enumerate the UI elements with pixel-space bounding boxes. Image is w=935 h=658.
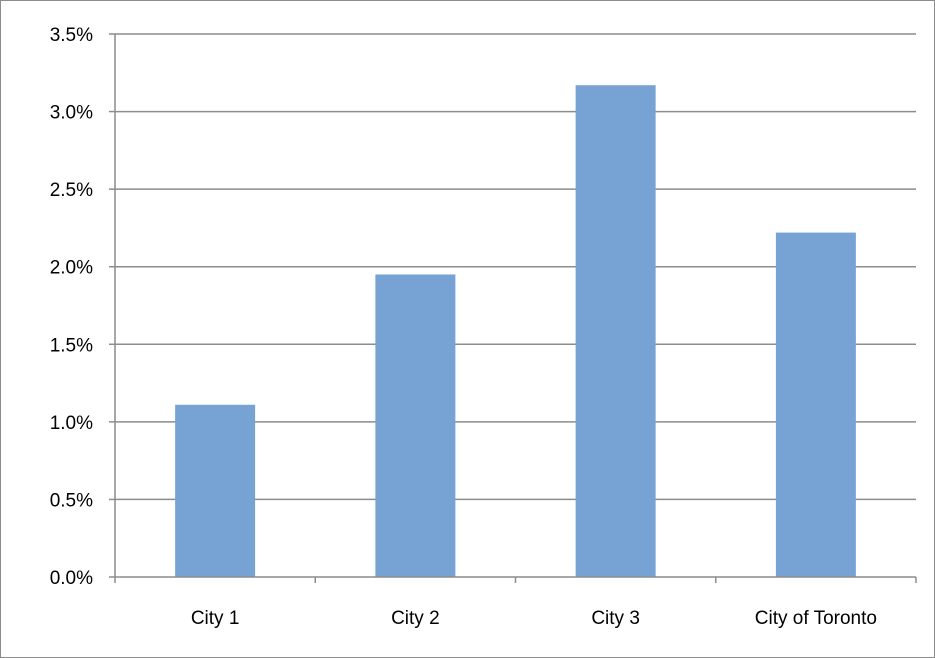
x-tick-label: City 1	[191, 608, 240, 629]
y-tick-label: 1.5%	[50, 335, 93, 356]
y-tick-label: 2.5%	[50, 180, 93, 201]
x-tick-label: City of Toronto	[755, 608, 877, 629]
bar	[175, 404, 256, 577]
y-tick-label: 3.5%	[50, 25, 93, 46]
bar	[575, 85, 656, 577]
y-tick-label: 2.0%	[50, 258, 93, 279]
x-tick-labels: City 1 City 2 City 3 City of Toronto	[191, 608, 877, 629]
y-tick-label: 0.0%	[50, 568, 93, 589]
bar	[775, 232, 856, 577]
x-tick-label: City 3	[591, 608, 640, 629]
y-tick-label: 3.0%	[50, 103, 93, 124]
bars	[175, 85, 856, 577]
y-tick-label: 0.5%	[50, 490, 93, 511]
x-tick-label: City 2	[391, 608, 440, 629]
bar	[375, 274, 456, 577]
axes	[109, 33, 917, 583]
y-tick-label: 1.0%	[50, 413, 93, 434]
y-tick-labels: 0.0% 0.5% 1.0% 1.5% 2.0% 2.5% 3.0% 3.5%	[50, 25, 93, 589]
